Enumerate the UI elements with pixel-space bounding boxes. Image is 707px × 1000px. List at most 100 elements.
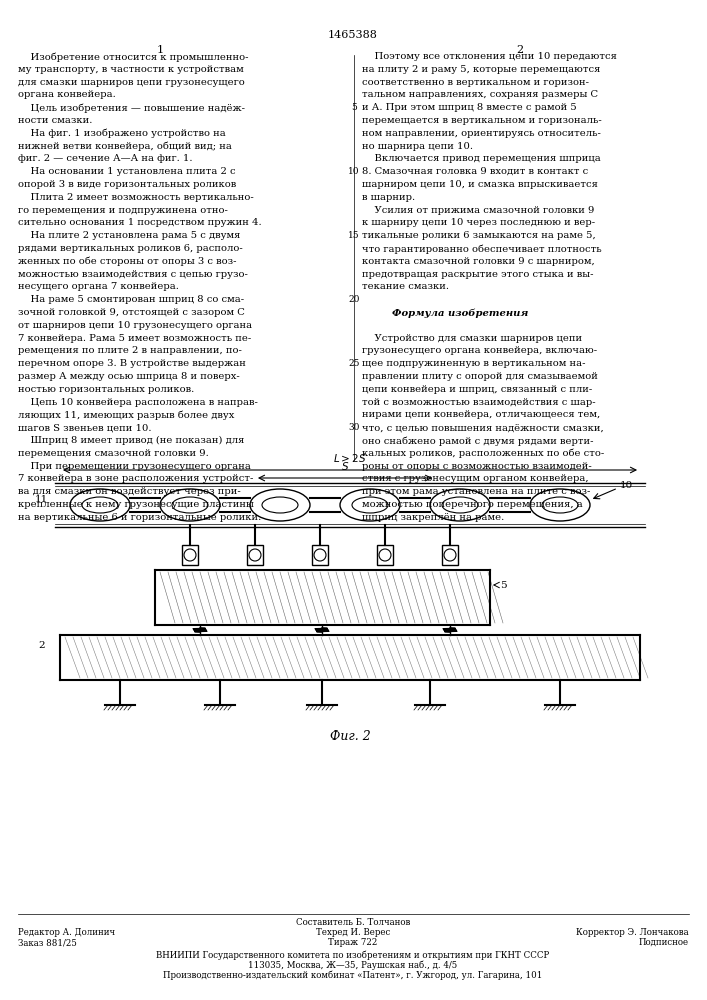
Text: Фиг. 2: Фиг. 2 — [329, 730, 370, 743]
Text: оно снабжено рамой с двумя рядами верти-: оно снабжено рамой с двумя рядами верти- — [362, 436, 593, 446]
Text: можностью взаимодействия с цепью грузо-: можностью взаимодействия с цепью грузо- — [18, 270, 248, 279]
Text: $L > 2S$: $L > 2S$ — [333, 452, 367, 464]
Text: ствия с грузонесущим органом конвейера,: ствия с грузонесущим органом конвейера, — [362, 474, 589, 483]
Text: ва для смазки он воздействует через при-: ва для смазки он воздействует через при- — [18, 487, 241, 496]
Text: цепи конвейера и шприц, связанный с пли-: цепи конвейера и шприц, связанный с пли- — [362, 385, 592, 394]
Text: зочной головкой 9, отстоящей с зазором С: зочной головкой 9, отстоящей с зазором С — [18, 308, 245, 317]
Text: Производственно-издательский комбинат «Патент», г. Ужгород, ул. Гагарина, 101: Производственно-издательский комбинат «П… — [163, 970, 543, 980]
Text: 11: 11 — [35, 495, 48, 504]
Text: 5: 5 — [500, 580, 507, 589]
Text: 10: 10 — [620, 481, 633, 489]
Text: Усилия от прижима смазочной головки 9: Усилия от прижима смазочной головки 9 — [362, 206, 595, 215]
Text: можностью поперечного перемещения, а: можностью поперечного перемещения, а — [362, 500, 583, 509]
Text: Цель изобретения — повышение надёж-: Цель изобретения — повышение надёж- — [18, 103, 245, 113]
Text: но шарнира цепи 10.: но шарнира цепи 10. — [362, 142, 473, 151]
Text: Техред И. Верес: Техред И. Верес — [316, 928, 390, 937]
Bar — [442, 545, 458, 565]
Text: от шарниров цепи 10 грузонесущего органа: от шарниров цепи 10 грузонесущего органа — [18, 321, 252, 330]
Text: му транспорту, в частности к устройствам: му транспорту, в частности к устройствам — [18, 65, 244, 74]
Text: Включается привод перемещения шприца: Включается привод перемещения шприца — [362, 154, 601, 163]
Text: Тираж 722: Тираж 722 — [328, 938, 378, 947]
Text: 2: 2 — [516, 45, 524, 55]
Text: нирами цепи конвейера, отличающееся тем,: нирами цепи конвейера, отличающееся тем, — [362, 410, 600, 419]
Text: роны от опоры с возможностью взаимодей-: роны от опоры с возможностью взаимодей- — [362, 462, 592, 471]
Text: Составитель Б. Толчанов: Составитель Б. Толчанов — [296, 918, 410, 927]
Text: 7 конвейера. Рама 5 имеет возможность пе-: 7 конвейера. Рама 5 имеет возможность пе… — [18, 334, 251, 343]
Text: щее подпружиненную в вертикальном на-: щее подпружиненную в вертикальном на- — [362, 359, 585, 368]
Text: на плиту 2 и раму 5, которые перемещаются: на плиту 2 и раму 5, которые перемещаютс… — [362, 65, 600, 74]
Text: перечном опоре 3. В устройстве выдержан: перечном опоре 3. В устройстве выдержан — [18, 359, 246, 368]
Text: рядами вертикальных роликов 6, располо-: рядами вертикальных роликов 6, располо- — [18, 244, 243, 253]
Text: 5: 5 — [351, 103, 357, 112]
Text: контакта смазочной головки 9 с шарниром,: контакта смазочной головки 9 с шарниром, — [362, 257, 595, 266]
Text: опорой 3 в виде горизонтальных роликов: опорой 3 в виде горизонтальных роликов — [18, 180, 236, 189]
Text: 25: 25 — [349, 359, 360, 368]
Text: грузонесущего органа конвейера, включаю-: грузонесущего органа конвейера, включаю- — [362, 346, 597, 355]
Text: Редактор А. Долинич: Редактор А. Долинич — [18, 928, 115, 937]
Bar — [247, 545, 263, 565]
Text: тальном направлениях, сохраняя размеры С: тальном направлениях, сохраняя размеры С — [362, 90, 598, 99]
Text: 113035, Москва, Ж—35, Раушская наб., д. 4/5: 113035, Москва, Ж—35, Раушская наб., д. … — [248, 960, 457, 970]
Text: 20: 20 — [349, 295, 360, 304]
Text: 30: 30 — [349, 423, 360, 432]
Text: ном направлении, ориентируясь относитель-: ном направлении, ориентируясь относитель… — [362, 129, 601, 138]
Text: фиг. 2 — сечение А—А на фиг. 1.: фиг. 2 — сечение А—А на фиг. 1. — [18, 154, 192, 163]
Text: в шарнир.: в шарнир. — [362, 193, 415, 202]
Text: размер А между осью шприца 8 и поверх-: размер А между осью шприца 8 и поверх- — [18, 372, 240, 381]
Text: шарниром цепи 10, и смазка впрыскивается: шарниром цепи 10, и смазка впрыскивается — [362, 180, 598, 189]
Text: Формула изобретения: Формула изобретения — [392, 308, 528, 318]
Text: При перемещении грузонесущего органа: При перемещении грузонесущего органа — [18, 462, 251, 471]
Text: 15: 15 — [348, 231, 360, 240]
Text: Подписное: Подписное — [639, 938, 689, 947]
Text: органа конвейера.: органа конвейера. — [18, 90, 116, 99]
Text: Поэтому все отклонения цепи 10 передаются: Поэтому все отклонения цепи 10 передаютс… — [362, 52, 617, 61]
Text: шагов S звеньев цепи 10.: шагов S звеньев цепи 10. — [18, 423, 151, 432]
Text: ляющих 11, имеющих разрыв более двух: ляющих 11, имеющих разрыв более двух — [18, 410, 235, 420]
Text: го перемещения и подпружинена отно-: го перемещения и подпружинена отно- — [18, 206, 228, 215]
Text: нижней ветви конвейера, общий вид; на: нижней ветви конвейера, общий вид; на — [18, 142, 232, 151]
Text: для смазки шарниров цепи грузонесущего: для смазки шарниров цепи грузонесущего — [18, 78, 245, 87]
Text: на вертикальные 6 и горизонтальные ролики.: на вертикальные 6 и горизонтальные ролик… — [18, 513, 262, 522]
Text: перемещается в вертикальном и горизональ-: перемещается в вертикальном и горизональ… — [362, 116, 602, 125]
Text: при этом рама установлена на плите с воз-: при этом рама установлена на плите с воз… — [362, 487, 590, 496]
Text: Заказ 881/25: Заказ 881/25 — [18, 938, 77, 947]
Text: Шприц 8 имеет привод (не показан) для: Шприц 8 имеет привод (не показан) для — [18, 436, 245, 445]
Text: Изобретение относится к промышленно-: Изобретение относится к промышленно- — [18, 52, 248, 62]
Bar — [312, 545, 328, 565]
Text: Корректор Э. Лончакова: Корректор Э. Лончакова — [576, 928, 689, 937]
Bar — [182, 545, 198, 565]
Text: Плита 2 имеет возможность вертикально-: Плита 2 имеет возможность вертикально- — [18, 193, 254, 202]
Text: $S$: $S$ — [341, 460, 349, 472]
Text: и А. При этом шприц 8 вместе с рамой 5: и А. При этом шприц 8 вместе с рамой 5 — [362, 103, 577, 112]
Text: На основании 1 установлена плита 2 с: На основании 1 установлена плита 2 с — [18, 167, 235, 176]
Text: что гарантированно обеспечивает плотность: что гарантированно обеспечивает плотност… — [362, 244, 602, 253]
Text: несущего органа 7 конвейера.: несущего органа 7 конвейера. — [18, 282, 179, 291]
Text: На плите 2 установлена рама 5 с двумя: На плите 2 установлена рама 5 с двумя — [18, 231, 240, 240]
Text: Цепь 10 конвейера расположена в направ-: Цепь 10 конвейера расположена в направ- — [18, 398, 258, 407]
Text: Устройство для смазки шарниров цепи: Устройство для смазки шарниров цепи — [362, 334, 582, 343]
Text: перемещения смазочной головки 9.: перемещения смазочной головки 9. — [18, 449, 209, 458]
Text: 1465388: 1465388 — [328, 30, 378, 40]
Text: правлении плиту с опорой для смазываемой: правлении плиту с опорой для смазываемой — [362, 372, 598, 381]
Text: крепленные к нему грузонесущие пластины: крепленные к нему грузонесущие пластины — [18, 500, 254, 509]
Text: 1: 1 — [156, 45, 163, 55]
Text: кальных роликов, расположенных по обе сто-: кальных роликов, расположенных по обе ст… — [362, 449, 604, 458]
Text: шприц закреплён на раме.: шприц закреплён на раме. — [362, 513, 504, 522]
Text: текание смазки.: текание смазки. — [362, 282, 449, 291]
Text: ности смазки.: ности смазки. — [18, 116, 93, 125]
Text: ВНИИПИ Государственного комитета по изобретениям и открытиям при ГКНТ СССР: ВНИИПИ Государственного комитета по изоб… — [156, 950, 549, 960]
Text: На раме 5 смонтирован шприц 8 со сма-: На раме 5 смонтирован шприц 8 со сма- — [18, 295, 244, 304]
Text: ностью горизонтальных роликов.: ностью горизонтальных роликов. — [18, 385, 194, 394]
Text: ремещения по плите 2 в направлении, по-: ремещения по плите 2 в направлении, по- — [18, 346, 242, 355]
Text: тикальные ролики 6 замыкаются на раме 5,: тикальные ролики 6 замыкаются на раме 5, — [362, 231, 596, 240]
Text: соответственно в вертикальном и горизон-: соответственно в вертикальном и горизон- — [362, 78, 589, 87]
Text: к шарниру цепи 10 через последнюю и вер-: к шарниру цепи 10 через последнюю и вер- — [362, 218, 595, 227]
Bar — [377, 545, 393, 565]
Text: 10: 10 — [349, 167, 360, 176]
Text: что, с целью повышения надёжности смазки,: что, с целью повышения надёжности смазки… — [362, 423, 604, 432]
Text: той с возможностью взаимодействия с шар-: той с возможностью взаимодействия с шар- — [362, 398, 595, 407]
Text: 2: 2 — [38, 641, 45, 650]
Text: На фиг. 1 изображено устройство на: На фиг. 1 изображено устройство на — [18, 129, 226, 138]
Text: 7 конвейера в зоне расположения устройст-: 7 конвейера в зоне расположения устройст… — [18, 474, 253, 483]
Text: 8. Смазочная головка 9 входит в контакт с: 8. Смазочная головка 9 входит в контакт … — [362, 167, 588, 176]
